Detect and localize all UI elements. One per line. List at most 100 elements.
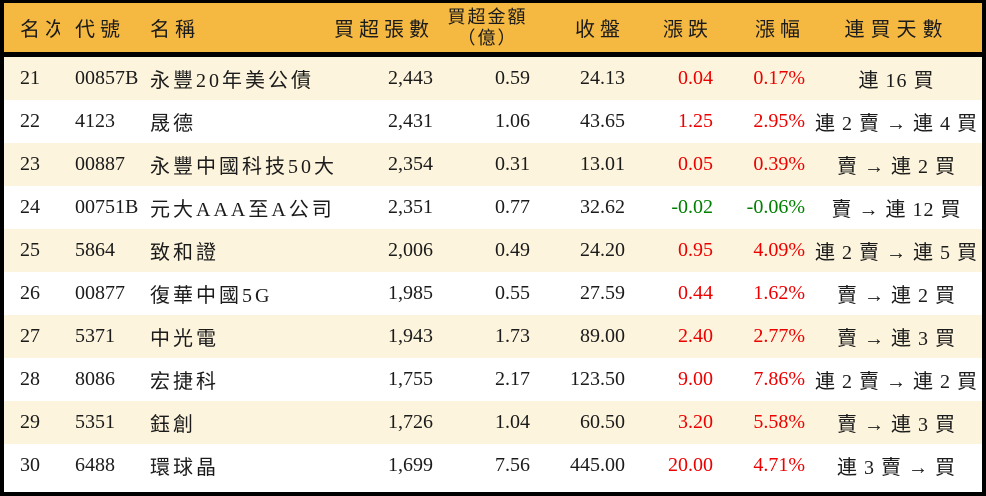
cell-close: 24.20 [580, 239, 625, 261]
cell-code: 5371 [75, 325, 115, 347]
cell-volume: 2,351 [388, 196, 433, 218]
cell-streak: 賣 → 連 3 買 [837, 414, 956, 436]
table-row: 27 5371 中光電 1,943 1.73 89.00 2.40 2.77% … [4, 315, 982, 358]
col-header-rank: 名次 [20, 19, 60, 41]
table-row: 30 6488 環球晶 1,699 7.56 445.00 20.00 4.71… [4, 444, 982, 487]
cell-amount: 0.49 [495, 239, 530, 261]
cell-rank: 28 [20, 368, 40, 390]
cell-pct: 5.58% [753, 411, 805, 433]
cell-code: 00887 [75, 153, 125, 175]
cell-change: 9.00 [678, 368, 713, 390]
cell-amount: 2.17 [495, 368, 530, 390]
cell-name: 宏捷科 [150, 371, 219, 393]
cell-streak: 連 16 買 [858, 70, 935, 92]
cell-amount: 1.73 [495, 325, 530, 347]
cell-amount: 0.31 [495, 153, 530, 175]
cell-amount: 1.04 [495, 411, 530, 433]
cell-change: 0.04 [678, 67, 713, 89]
cell-close: 43.65 [580, 110, 625, 132]
cell-name: 環球晶 [150, 457, 219, 479]
cell-code: 8086 [75, 368, 115, 390]
cell-streak: 賣 → 連 2 買 [837, 156, 956, 178]
cell-close: 445.00 [570, 454, 625, 476]
cell-name: 永豐20年美公債 [150, 70, 314, 92]
col-header-pct: 漲幅 [755, 19, 805, 41]
cell-pct: 0.39% [753, 153, 805, 175]
cell-volume: 1,985 [388, 282, 433, 304]
cell-change: -0.02 [671, 196, 713, 218]
cell-name: 致和證 [150, 242, 219, 264]
cell-rank: 24 [20, 196, 40, 218]
cell-pct: 7.86% [753, 368, 805, 390]
cell-change: 0.95 [678, 239, 713, 261]
table-header-row: 名次 代號 名稱 買超張數 買超金額 （億） 收盤 漲跌 漲幅 連買天數 [4, 3, 982, 57]
cell-amount: 1.06 [495, 110, 530, 132]
cell-volume: 1,755 [388, 368, 433, 390]
table-row: 28 8086 宏捷科 1,755 2.17 123.50 9.00 7.86%… [4, 358, 982, 401]
cell-pct: 0.17% [753, 67, 805, 89]
cell-rank: 30 [20, 454, 40, 476]
table-row: 29 5351 鈺創 1,726 1.04 60.50 3.20 5.58% 賣… [4, 401, 982, 444]
cell-close: 32.62 [580, 196, 625, 218]
col-header-name: 名稱 [150, 19, 200, 41]
cell-change: 2.40 [678, 325, 713, 347]
cell-volume: 2,443 [388, 67, 433, 89]
cell-pct: 1.62% [753, 282, 805, 304]
cell-rank: 25 [20, 239, 40, 261]
cell-close: 27.59 [580, 282, 625, 304]
cell-volume: 2,431 [388, 110, 433, 132]
cell-pct: 4.71% [753, 454, 805, 476]
col-header-code: 代號 [75, 19, 125, 41]
cell-streak: 連 2 賣 → 連 4 買 [815, 113, 978, 135]
cell-streak: 連 2 賣 → 連 5 買 [815, 242, 978, 264]
cell-streak: 賣 → 連 12 買 [831, 199, 962, 221]
cell-code: 6488 [75, 454, 115, 476]
cell-close: 13.01 [580, 153, 625, 175]
cell-change: 0.05 [678, 153, 713, 175]
cell-code: 4123 [75, 110, 115, 132]
cell-rank: 27 [20, 325, 40, 347]
col-header-amount-line1: 買超金額 [447, 6, 528, 27]
cell-amount: 0.59 [495, 67, 530, 89]
cell-amount: 0.77 [495, 196, 530, 218]
table-row: 24 00751B 元大AAA至A公司債 2,351 0.77 32.62 -0… [4, 186, 982, 229]
cell-name: 永豐中國科技50大 [150, 156, 334, 178]
cell-name: 鈺創 [150, 414, 196, 436]
table-row: 26 00877 復華中國5G 1,985 0.55 27.59 0.44 1.… [4, 272, 982, 315]
table-row: 25 5864 致和證 2,006 0.49 24.20 0.95 4.09% … [4, 229, 982, 272]
cell-code: 00857B [75, 67, 138, 89]
col-header-streak: 連買天數 [844, 19, 949, 41]
cell-pct: 2.95% [753, 110, 805, 132]
cell-volume: 1,943 [388, 325, 433, 347]
cell-name: 晟德 [150, 113, 196, 135]
cell-amount: 7.56 [495, 454, 530, 476]
cell-rank: 23 [20, 153, 40, 175]
cell-rank: 29 [20, 411, 40, 433]
cell-code: 00751B [75, 196, 138, 218]
cell-pct: -0.06% [746, 196, 805, 218]
cell-close: 60.50 [580, 411, 625, 433]
cell-rank: 22 [20, 110, 40, 132]
cell-name: 復華中國5G [150, 285, 273, 307]
col-header-amount-line2: （億） [457, 27, 518, 48]
cell-pct: 2.77% [753, 325, 805, 347]
cell-streak: 連 2 賣 → 連 2 買 [815, 371, 978, 393]
col-header-close: 收盤 [575, 19, 625, 41]
cell-close: 89.00 [580, 325, 625, 347]
cell-rank: 26 [20, 282, 40, 304]
table-body: 21 00857B 永豐20年美公債 2,443 0.59 24.13 0.04… [4, 57, 982, 487]
cell-name: 中光電 [150, 328, 219, 350]
cell-pct: 4.09% [753, 239, 805, 261]
cell-code: 5864 [75, 239, 115, 261]
cell-change: 3.20 [678, 411, 713, 433]
cell-close: 24.13 [580, 67, 625, 89]
cell-streak: 賣 → 連 3 買 [837, 328, 956, 350]
cell-close: 123.50 [570, 368, 625, 390]
col-header-volume: 買超張數 [334, 19, 434, 41]
cell-change: 0.44 [678, 282, 713, 304]
cell-volume: 1,699 [388, 454, 433, 476]
cell-volume: 2,006 [388, 239, 433, 261]
cell-rank: 21 [20, 67, 40, 89]
cell-change: 20.00 [668, 454, 713, 476]
